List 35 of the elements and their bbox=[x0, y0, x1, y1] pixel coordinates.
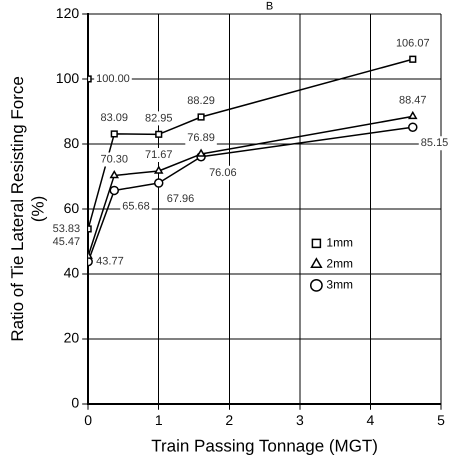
x-tick-label: 5 bbox=[437, 412, 446, 428]
data-label: 85.15 bbox=[420, 137, 448, 150]
data-label: 43.77 bbox=[96, 256, 124, 268]
data-label: 71.67 bbox=[144, 149, 172, 162]
y-tick-label: 80 bbox=[64, 134, 80, 151]
data-label: 76.06 bbox=[209, 166, 237, 179]
legend-label: 1mm bbox=[326, 236, 354, 250]
data-label: 88.29 bbox=[187, 95, 215, 108]
data-label: 53.83 bbox=[52, 222, 80, 235]
x-tick-label: 0 bbox=[84, 412, 92, 428]
data-label: 83.09 bbox=[100, 112, 128, 124]
x-axis-title: Train Passing Tonnage (MGT) bbox=[151, 436, 378, 456]
data-label: 67.96 bbox=[166, 193, 194, 206]
data-label: 82.95 bbox=[144, 112, 172, 124]
x-tick-label: 1 bbox=[154, 412, 163, 428]
y-tick-label: 60 bbox=[64, 200, 80, 216]
x-tick-label: 2 bbox=[225, 412, 234, 428]
text: B bbox=[266, 0, 274, 13]
data-label: 70.30 bbox=[100, 153, 128, 166]
legend-label: 3mm bbox=[326, 278, 354, 292]
y-tick-label: 20 bbox=[64, 330, 80, 346]
x-tick-label: 4 bbox=[366, 412, 375, 428]
y-axis-title: Ratio of Tie Lateral Resisting Force (%) bbox=[8, 76, 48, 342]
legend-label: 2mm bbox=[326, 256, 354, 271]
data-label: 45.47 bbox=[52, 236, 80, 248]
x-tick-label: 3 bbox=[296, 412, 304, 428]
y-tick-label: 100 bbox=[56, 70, 80, 86]
y-tick-label: 120 bbox=[56, 4, 80, 21]
y-tick-label: 40 bbox=[64, 264, 80, 281]
y-tick-label: 0 bbox=[71, 394, 80, 411]
data-label: 106.07 bbox=[396, 37, 430, 50]
data-label: 100.00 bbox=[96, 73, 130, 85]
data-label: 76.89 bbox=[187, 132, 215, 144]
data-label: 88.47 bbox=[399, 94, 427, 106]
data-label: 65.68 bbox=[122, 200, 150, 212]
